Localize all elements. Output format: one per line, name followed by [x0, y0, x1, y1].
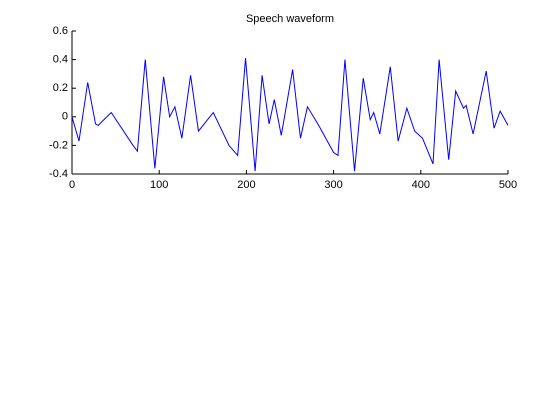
y-tick-label: 0 — [62, 111, 68, 123]
chart-title: Speech waveform — [246, 13, 334, 25]
x-tick-label: 300 — [324, 179, 342, 191]
y-tick-label: -0.4 — [49, 168, 68, 180]
x-tick-label: 0 — [69, 179, 75, 191]
x-tick-label: 400 — [412, 179, 430, 191]
waveform-line — [71, 58, 509, 172]
x-tick-label: 200 — [237, 179, 255, 191]
y-tick-label: 0.2 — [53, 82, 68, 94]
y-tick-label: 0.6 — [53, 25, 68, 37]
y-tick-label: -0.2 — [49, 139, 68, 151]
y-tick-label: 0.4 — [53, 54, 68, 66]
x-tick-label: 100 — [150, 179, 168, 191]
x-tick-label: 500 — [499, 179, 517, 191]
